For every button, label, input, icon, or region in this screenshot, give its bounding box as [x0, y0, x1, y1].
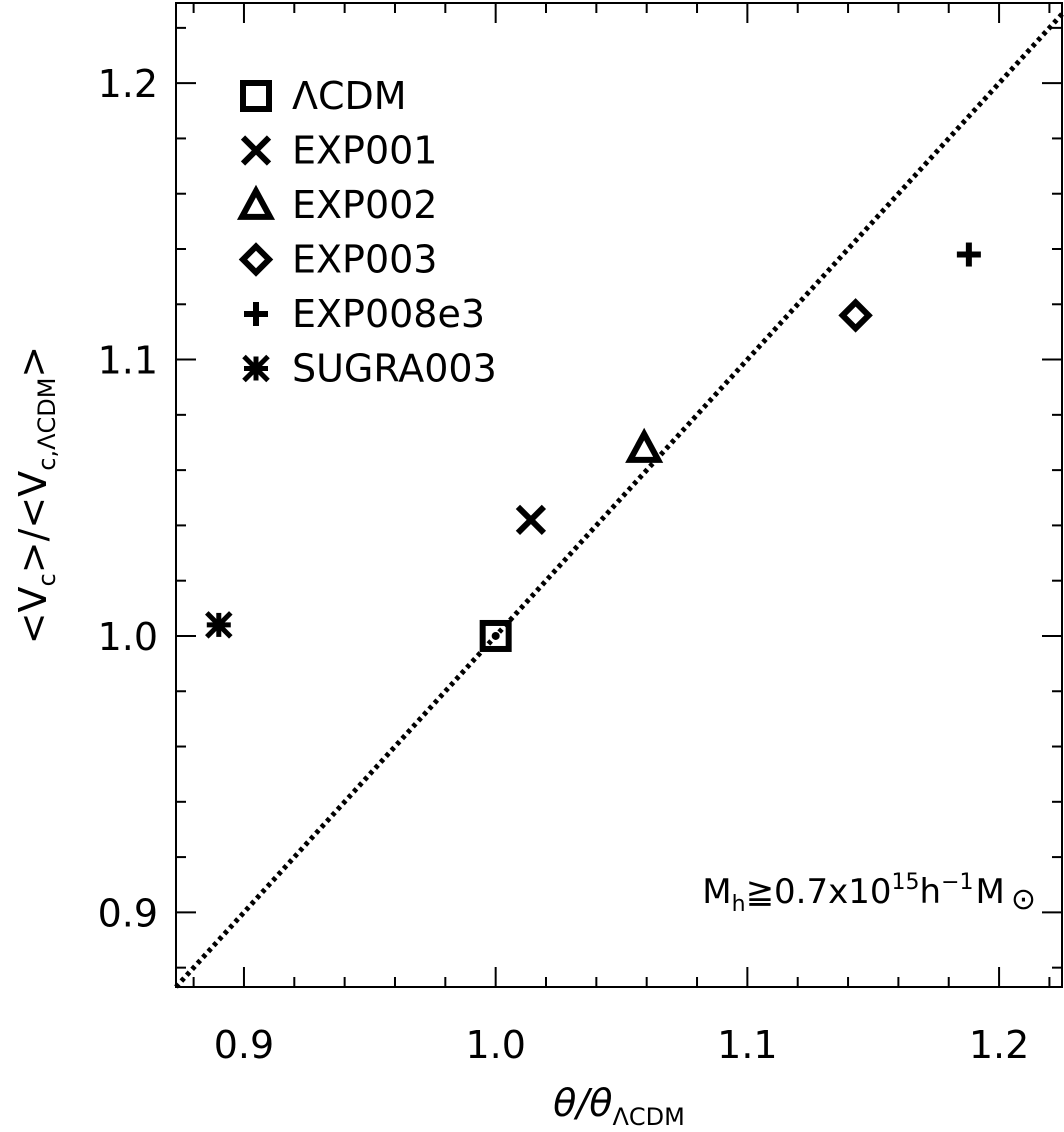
data-point-sugra003	[205, 611, 233, 639]
x-tick-label: 1.0	[465, 1023, 525, 1067]
legend-marker-exp001	[240, 135, 272, 166]
y-axis-label-mid: >/<V	[11, 471, 55, 573]
legend-item: EXP003	[238, 238, 438, 282]
x-axis-label-sub: ΛCDM	[612, 1103, 684, 1131]
data-point-exp003	[838, 298, 873, 333]
data-point-exp002	[625, 427, 664, 463]
data-point-exp001	[515, 504, 547, 535]
annotation-M: M	[702, 872, 731, 912]
legend-item: EXP008e3	[244, 292, 485, 336]
y-tick-label: 1.2	[98, 62, 158, 106]
y-axis-label-sub2: c,ΛCDM	[33, 378, 61, 471]
legend-marker-sugra003	[242, 354, 270, 383]
y-axis-label-sub1: c	[33, 573, 61, 586]
x-tick-label: 1.1	[717, 1023, 777, 1067]
x-axis-label: θ/θΛCDM	[553, 1081, 685, 1131]
legend-marker-λcdm	[240, 80, 272, 112]
data-points	[205, 242, 981, 652]
legend-label: SUGRA003	[292, 347, 497, 391]
y-tick-label: 1.0	[98, 615, 158, 659]
y-tick-label: 1.1	[98, 339, 158, 383]
x-tick-label: 0.9	[214, 1023, 274, 1067]
data-point-exp008e3	[956, 242, 981, 267]
legend-label: ΛCDM	[292, 74, 407, 118]
data-point-λcdm	[479, 619, 512, 652]
y-axis-label-pre: <V	[11, 586, 55, 644]
legend-label: EXP003	[292, 238, 438, 282]
y-tick-label: 0.9	[98, 891, 158, 935]
legend-label: EXP008e3	[292, 292, 485, 336]
legend-marker-exp002	[236, 184, 276, 220]
legend-marker-exp008e3	[244, 302, 268, 326]
legend: ΛCDM EXP001 EXP002 EXP003 EXP008e3 SUGRA003	[236, 74, 497, 391]
y-axis-label-post: >	[11, 346, 55, 378]
annotation-exp: 15	[892, 870, 920, 895]
x-tick-label: 1.2	[969, 1023, 1029, 1067]
annotation-sub-h: h	[732, 892, 746, 917]
x-axis-label-main: θ/θ	[553, 1081, 612, 1125]
reference-line-dotted	[174, 12, 1064, 989]
reference-line-layer	[174, 12, 1064, 989]
axis-ticks	[176, 3, 1062, 987]
annotation-h: h	[920, 872, 942, 912]
plot-frame	[175, 2, 1063, 988]
legend-item: ΛCDM	[240, 74, 407, 118]
legend-item: EXP002	[236, 183, 438, 227]
data-point-dot	[491, 631, 500, 640]
legend-item: EXP001	[240, 129, 438, 173]
mass-threshold-annotation: Mh≧0.7x1015h−1M ⊙	[702, 870, 1036, 917]
annotation-rel: ≧0.7x10	[746, 872, 892, 912]
legend-marker-exp003	[238, 242, 274, 277]
annotation-Msun: M	[976, 872, 1005, 912]
y-axis-label: <Vc>/<Vc,ΛCDM>	[11, 346, 61, 645]
annotation-sun-symbol: ⊙	[1011, 882, 1036, 917]
annotation-neg1: −1	[941, 870, 973, 895]
legend-label: EXP001	[292, 129, 438, 173]
legend-label: EXP002	[292, 183, 438, 227]
legend-item: SUGRA003	[242, 347, 497, 391]
tick-labels: 0.9 1.0 1.1 1.2 0.9 1.0 1.1 1.2	[98, 62, 1030, 1067]
